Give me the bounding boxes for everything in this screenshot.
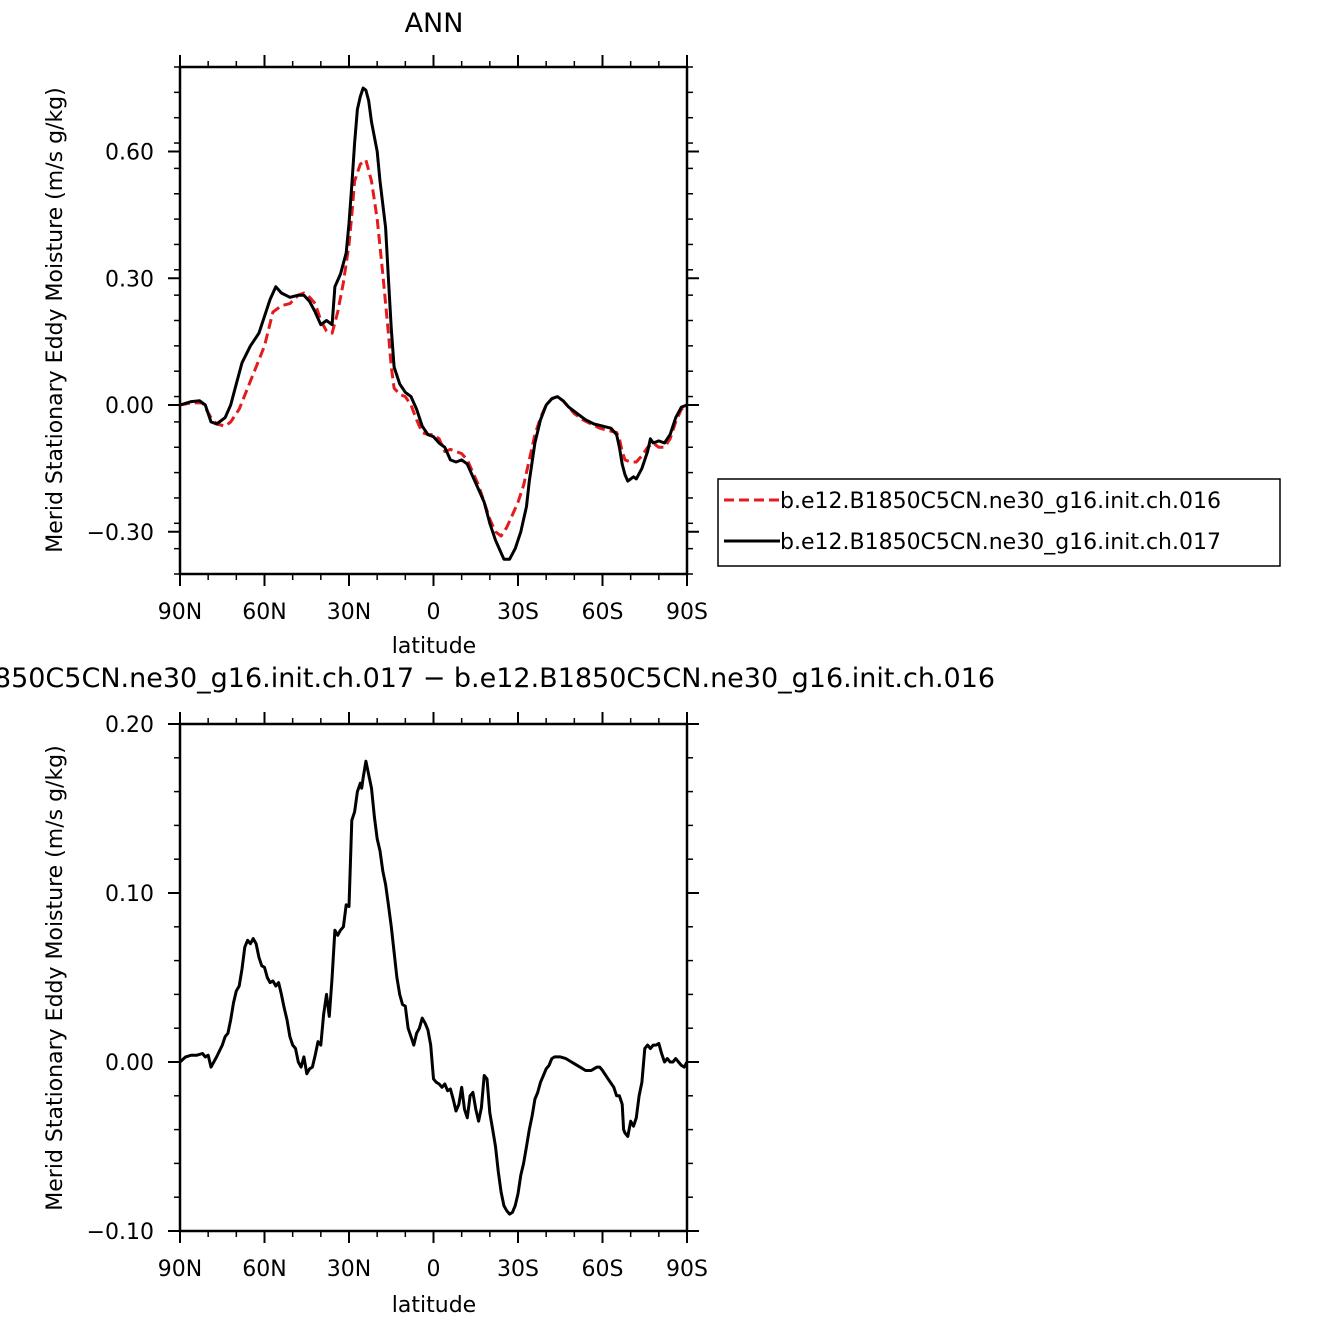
top-chart-x-tick-label: 0 xyxy=(427,600,441,625)
top-chart-x-tick-label: 60S xyxy=(582,600,624,625)
top-chart-panel: ANN 90N 60N 30N 0 30S 60S 90S −0.30 0.00 0.30 0.60… xyxy=(43,8,708,659)
bottom-chart-axes: 90N 60N 30N 0 30S 60S 90S −0.10 0.00 0.10 0.20 xyxy=(87,712,708,1282)
top-chart-x-tick-label: 30S xyxy=(497,600,539,625)
top-chart-title: ANN xyxy=(405,8,464,39)
bottom-chart-title: b.e12.B1850C5CN.ne30_g16.init.ch.017 − b… xyxy=(0,663,995,694)
top-chart-series xyxy=(179,86,688,561)
top-chart-x-tick-label: 30N xyxy=(327,600,371,625)
legend-label-016: b.e12.B1850C5CN.ne30_g16.init.ch.016 xyxy=(780,489,1221,514)
top-chart-series-line-1 xyxy=(179,86,688,561)
top-chart-series-line-0 xyxy=(179,158,688,538)
top-chart-x-tick-label: 90N xyxy=(158,600,202,625)
bottom-chart-x-tick-label: 60N xyxy=(242,1257,286,1282)
top-chart-y-tick-label: 0.60 xyxy=(105,141,154,166)
bottom-chart-x-tick-label: 30S xyxy=(497,1257,539,1282)
top-chart-frame xyxy=(178,65,689,576)
top-chart-y-tick-label: 0.30 xyxy=(105,267,154,292)
bottom-chart-series xyxy=(178,759,689,1216)
bottom-chart-y-tick-label: 0.10 xyxy=(105,882,154,907)
top-chart-y-tick-label: 0.00 xyxy=(105,394,154,419)
bottom-chart-panel: b.e12.B1850C5CN.ne30_g16.init.ch.017 − b… xyxy=(0,663,995,1318)
legend-box xyxy=(717,478,1281,567)
bottom-chart-x-tick-label: 90S xyxy=(666,1257,708,1282)
top-chart-x-tick-label: 90S xyxy=(666,600,708,625)
top-chart-axes: 90N 60N 30N 0 30S 60S 90S −0.30 0.00 0.30 0.60 xyxy=(87,55,708,625)
bottom-chart-series-line-0 xyxy=(178,759,689,1216)
bottom-chart-y-tick-label: 0.20 xyxy=(105,713,154,738)
legend-label-017: b.e12.B1850C5CN.ne30_g16.init.ch.017 xyxy=(780,530,1221,555)
bottom-chart-x-tick-label: 0 xyxy=(427,1257,441,1282)
bottom-chart-x-axis-label: latitude xyxy=(392,1293,476,1318)
top-chart-x-tick-label: 60N xyxy=(242,600,286,625)
bottom-chart-x-tick-label: 90N xyxy=(158,1257,202,1282)
bottom-chart-x-tick-label: 60S xyxy=(582,1257,624,1282)
top-chart-y-tick-label: −0.30 xyxy=(87,521,154,546)
bottom-chart-y-tick-label: 0.00 xyxy=(105,1051,154,1076)
bottom-chart-y-axis-label: Merid Stationary Eddy Moisture (m/s g/kg… xyxy=(43,745,68,1210)
bottom-chart-x-tick-label: 30N xyxy=(327,1257,371,1282)
bottom-chart-y-tick-label: −0.10 xyxy=(87,1220,154,1245)
top-chart-x-axis-label: latitude xyxy=(392,634,476,659)
legend: b.e12.B1850C5CN.ne30_g16.init.ch.016 b.e… xyxy=(717,478,1281,567)
top-chart-y-axis-label: Merid Stationary Eddy Moisture (m/s g/kg… xyxy=(43,87,68,552)
bottom-chart-frame xyxy=(178,722,689,1233)
